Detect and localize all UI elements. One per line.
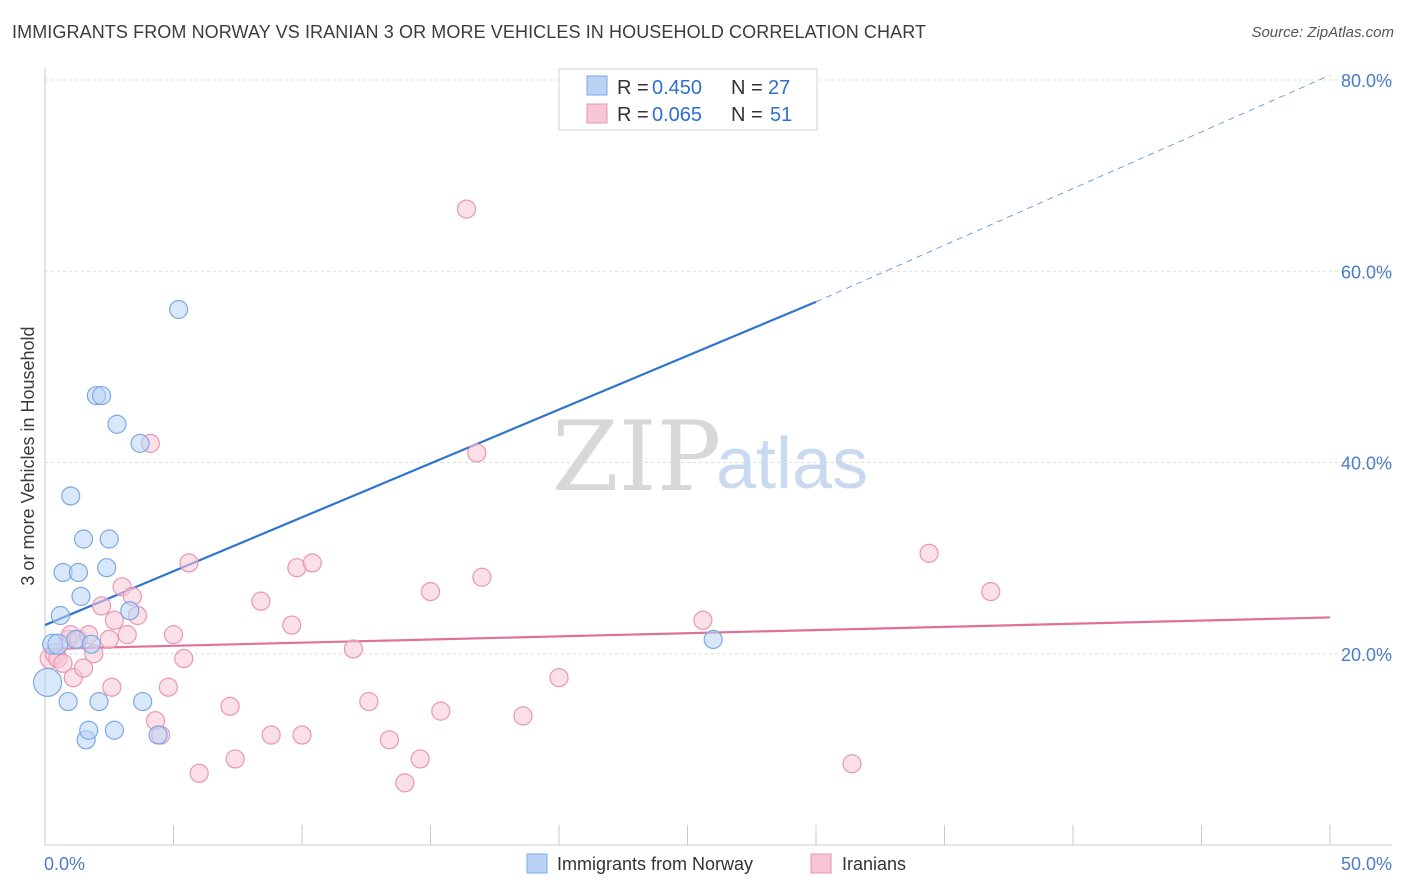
legend-n-value-norway: 27 [768, 77, 790, 99]
point-iranians [179, 553, 199, 573]
watermark: ZIP atlas [552, 401, 868, 513]
point-iranians [174, 648, 194, 669]
point-norway [130, 433, 150, 453]
point-norway [47, 633, 69, 655]
point-iranians [842, 754, 862, 774]
point-iranians [91, 596, 112, 616]
point-iranians [410, 749, 430, 769]
point-norway [703, 629, 723, 650]
point-norway [133, 691, 153, 712]
point-iranians [102, 677, 122, 697]
trend-line-iranians [44, 616, 1331, 651]
bottom-legend-label-iranians: Iranians [842, 854, 906, 874]
point-iranians [220, 696, 240, 716]
point-iranians [456, 199, 477, 219]
point-iranians [693, 610, 713, 630]
bottom-legend-label-norway: Immigrants from Norway [557, 854, 753, 874]
point-norway [120, 601, 140, 621]
point-iranians [99, 629, 119, 650]
point-iranians [73, 658, 94, 678]
point-norway [89, 691, 109, 712]
point-iranians [472, 567, 492, 587]
y-tick-label: 40.0% [1341, 454, 1392, 474]
y-tick-label: 20.0% [1341, 645, 1392, 665]
watermark-atlas: atlas [716, 424, 868, 504]
legend-swatch-iranians [586, 103, 608, 124]
point-iranians [117, 625, 137, 645]
point-iranians [919, 543, 939, 563]
point-norway [58, 691, 78, 712]
point-norway [71, 586, 91, 606]
legend-n-value-iranians: 51 [770, 104, 792, 126]
legend-box: R = 0.450 N = 27 R = 0.065 N = 51 [558, 68, 818, 131]
legend-r-value-iranians: 0.065 [652, 104, 702, 126]
axes [44, 68, 1392, 846]
point-iranians [395, 773, 415, 793]
point-norway [148, 725, 168, 745]
point-iranians [292, 725, 312, 745]
point-iranians [158, 677, 178, 697]
bottom-legend: Immigrants from Norway Iranians [526, 853, 906, 874]
point-norway [50, 605, 71, 626]
legend-swatch-norway [586, 75, 608, 96]
point-iranians [261, 725, 281, 745]
point-iranians [343, 639, 363, 659]
point-iranians [431, 701, 451, 721]
point-iranians [225, 749, 245, 769]
point-iranians [467, 443, 487, 463]
point-norway [81, 634, 101, 654]
point-iranians [302, 553, 322, 573]
chart-title: IMMIGRANTS FROM NORWAY VS IRANIAN 3 OR M… [12, 22, 927, 42]
legend-n-label-norway: N = [731, 77, 763, 99]
point-iranians [53, 653, 73, 673]
point-iranians [282, 615, 302, 635]
point-iranians [251, 591, 271, 611]
point-norway [32, 667, 63, 698]
point-norway [79, 720, 99, 740]
point-norway [91, 385, 112, 406]
point-norway [107, 414, 127, 434]
point-iranians [189, 763, 209, 783]
legend-r-label-iranians: R = [617, 104, 649, 126]
point-norway [97, 558, 117, 578]
point-norway [104, 720, 124, 740]
point-iranians [163, 625, 184, 645]
point-iranians [420, 581, 441, 602]
trend-line-norway [44, 300, 817, 627]
point-norway [68, 562, 89, 583]
y-tick-label: 80.0% [1341, 71, 1392, 91]
legend-r-label-norway: R = [617, 77, 649, 99]
x-tick-label: 0.0% [44, 854, 85, 874]
data-points [32, 199, 1001, 793]
point-norway [61, 486, 81, 506]
y-tick-label: 60.0% [1341, 262, 1392, 282]
point-norway [99, 529, 119, 549]
grid-lines [45, 79, 1392, 655]
point-iranians [981, 581, 1001, 602]
legend-n-label-iranians: N = [731, 104, 763, 126]
tick-labels: 20.0% 40.0% 60.0% 80.0% 0.0% 50.0% [44, 71, 1392, 874]
point-iranians [379, 730, 399, 750]
legend-r-value-norway: 0.450 [652, 77, 702, 99]
point-iranians [549, 668, 569, 688]
trend-lines [44, 74, 1331, 651]
bottom-legend-swatch-norway [526, 853, 548, 874]
source-label: Source: ZipAtlas.com [1251, 24, 1394, 41]
point-iranians [104, 610, 124, 630]
trend-line-norway-extension [815, 74, 1331, 303]
point-iranians [513, 706, 533, 726]
point-iranians [359, 691, 379, 712]
y-axis-title: 3 or more Vehicles in Household [18, 326, 38, 585]
bottom-legend-swatch-iranians [810, 853, 832, 874]
point-norway [169, 299, 189, 320]
watermark-zip: ZIP [552, 401, 721, 513]
x-tick-label: 50.0% [1341, 854, 1392, 874]
point-norway [73, 529, 94, 549]
